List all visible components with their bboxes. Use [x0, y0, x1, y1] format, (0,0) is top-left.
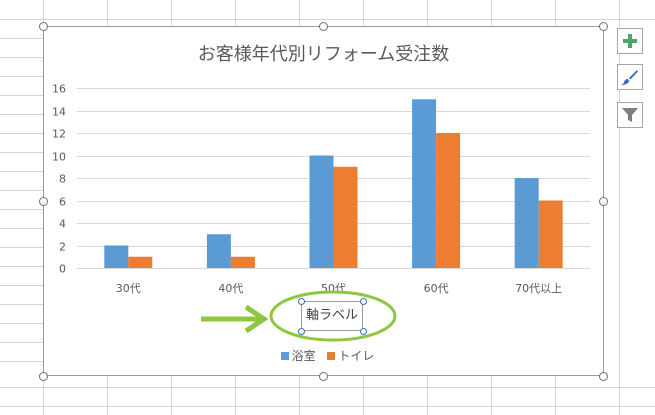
bar — [436, 133, 461, 268]
filter-icon — [622, 108, 638, 122]
legend-label-toilet: トイレ — [338, 349, 375, 363]
bar — [128, 256, 153, 268]
x-tick-label: 40代 — [218, 282, 243, 295]
resize-handle-top-left[interactable] — [39, 22, 48, 31]
y-tick-label: 10 — [52, 151, 66, 164]
y-tick-label: 16 — [52, 83, 66, 96]
x-tick-label: 70代以上 — [515, 282, 562, 295]
x-tick-label: 30代 — [116, 282, 141, 295]
axis-title-handle-bottom-left[interactable] — [298, 328, 305, 335]
y-tick-label: 0 — [59, 263, 66, 276]
y-tick-label: 12 — [52, 128, 66, 141]
legend-swatch-toilet — [327, 352, 336, 360]
legend-item-bath: 浴室 — [280, 347, 316, 364]
y-tick-label: 8 — [59, 173, 66, 186]
y-tick-label: 4 — [59, 218, 66, 231]
chart-elements-button[interactable] — [617, 28, 643, 54]
bar — [514, 178, 539, 268]
resize-handle-middle-left[interactable] — [39, 197, 48, 206]
axis-title-handle-top-right[interactable] — [360, 298, 367, 305]
chart-legend[interactable]: 浴室 トイレ — [0, 347, 655, 364]
bar — [206, 234, 231, 268]
bar — [104, 245, 129, 268]
axis-title-handle-bottom-right[interactable] — [360, 328, 367, 335]
bar — [230, 256, 255, 268]
resize-handle-bottom-left[interactable] — [39, 372, 48, 381]
y-tick-label: 14 — [52, 106, 66, 119]
plus-icon — [623, 34, 637, 48]
bar — [412, 99, 437, 268]
y-tick-label: 2 — [59, 241, 66, 254]
legend-label-bath: 浴室 — [291, 349, 316, 363]
resize-handle-top-right[interactable] — [599, 22, 608, 31]
bar — [309, 155, 334, 268]
legend-item-toilet: トイレ — [327, 347, 374, 364]
resize-handle-bottom-right[interactable] — [599, 372, 608, 381]
chart-filters-button[interactable] — [617, 102, 643, 128]
brush-icon — [622, 70, 638, 85]
x-tick-label: 60代 — [424, 282, 449, 295]
chart-styles-button[interactable] — [617, 64, 643, 90]
resize-handle-middle-right[interactable] — [599, 197, 608, 206]
axis-title-handle-top-left[interactable] — [298, 298, 305, 305]
axis-title-box[interactable]: 軸ラベル — [301, 301, 363, 331]
chart-title[interactable]: お客様年代別リフォーム受注数 — [197, 44, 450, 65]
legend-swatch-bath — [280, 352, 289, 360]
x-tick-label: 50代 — [321, 282, 346, 295]
resize-handle-bottom-center[interactable] — [319, 372, 328, 381]
y-tick-label: 6 — [59, 196, 66, 209]
resize-handle-top-center[interactable] — [319, 22, 328, 31]
bar — [333, 166, 358, 268]
bar — [538, 200, 563, 268]
